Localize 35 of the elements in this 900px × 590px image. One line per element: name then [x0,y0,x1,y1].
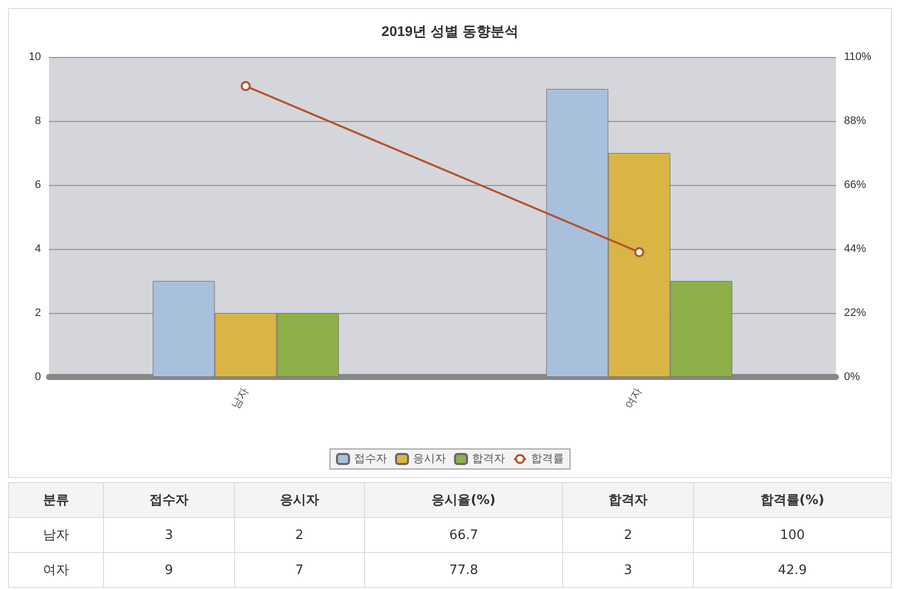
y-tick-label: 6 [34,179,41,191]
text: 응시자 [234,482,365,518]
text: 합격률(%) [693,482,892,518]
data-label: 3 [104,518,234,552]
y2-tick-label: 22% [844,307,866,319]
category-label: 여자 [8,552,104,588]
y2-tick-label: 44% [844,243,866,255]
data-label: 77.8 [364,552,563,588]
y2-tick-label: 0% [844,371,860,383]
y2-tick-label: 88% [844,115,866,127]
text: 응시율(%) [364,482,563,518]
legend-label: 응시자 [413,453,446,465]
data-label: 2 [234,518,365,552]
data-label: 66.7 [364,518,563,552]
text: 분류 [8,482,104,518]
legend-label: 합격률 [531,453,564,465]
data-label: 100 [693,518,892,552]
y-tick-label: 8 [34,115,41,127]
y-tick-label: 0 [34,371,41,383]
data-label: 3 [562,552,694,588]
chart-title: 2019년 성별 동향분석 [382,23,518,39]
text: 합격자 [562,482,694,518]
y-tick-label: 4 [34,243,41,255]
legend-label: 합격자 [472,453,505,465]
legend-label: 접수자 [354,453,387,465]
category-label: 남자 [8,518,104,552]
y-tick-label: 2 [34,307,41,319]
text: 접수자 [104,482,234,518]
data-label: 42.9 [693,552,892,588]
y2-tick-label: 110% [844,51,872,63]
y-tick-label: 10 [28,51,41,63]
data-label: 9 [104,552,234,588]
data-label: 2 [562,518,694,552]
data-label: 7 [234,552,365,588]
y2-tick-label: 66% [844,179,866,191]
